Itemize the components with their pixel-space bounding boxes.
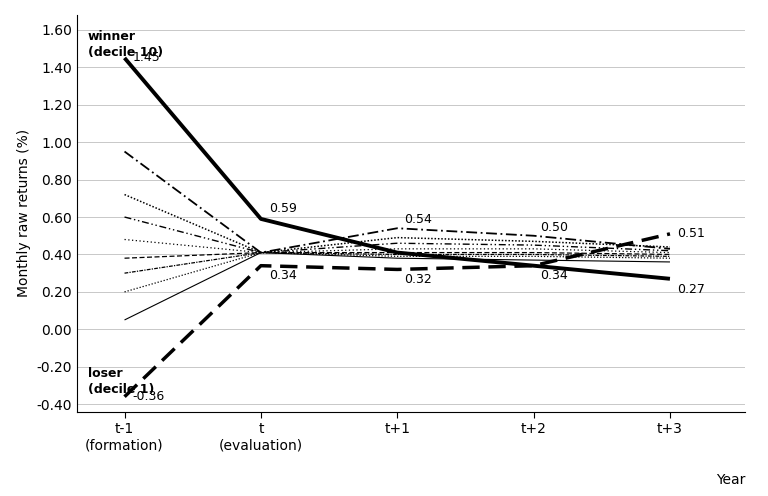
Text: -0.36: -0.36 [133, 390, 165, 403]
Text: 1.45: 1.45 [133, 52, 161, 64]
Text: 0.50: 0.50 [541, 221, 568, 234]
Text: 0.34: 0.34 [269, 269, 296, 282]
Text: 0.32: 0.32 [404, 273, 432, 286]
Y-axis label: Monthly raw returns (%): Monthly raw returns (%) [17, 129, 31, 297]
Text: 0.27: 0.27 [677, 283, 705, 296]
Text: winner
(decile 10): winner (decile 10) [88, 30, 163, 59]
Text: 0.54: 0.54 [404, 213, 432, 226]
Text: 0.34: 0.34 [541, 269, 568, 282]
Text: loser
(decile 1): loser (decile 1) [88, 367, 154, 396]
Text: Year: Year [716, 473, 745, 487]
Text: 0.59: 0.59 [269, 202, 297, 215]
Text: 0.51: 0.51 [677, 227, 705, 241]
